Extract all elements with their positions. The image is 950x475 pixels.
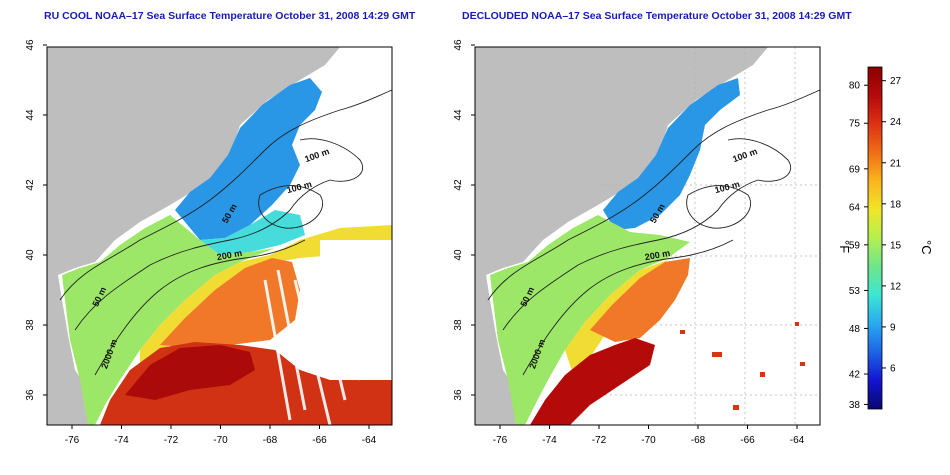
gulf-stream-core bbox=[125, 345, 255, 400]
fahrenheit-axis-label: °F bbox=[837, 240, 852, 253]
cloud-streaks bbox=[263, 259, 387, 425]
lat-tick-label: 44 bbox=[25, 109, 36, 121]
lat-tick-label: 44 bbox=[453, 109, 464, 121]
c-tick-label: 12 bbox=[890, 281, 902, 292]
warm-slope-water bbox=[590, 258, 690, 342]
right-map-title: DECLOUDED NOAA–17 Sea Surface Temperatur… bbox=[462, 10, 852, 22]
lon-tick-label: -74 bbox=[542, 435, 557, 446]
plot-frame bbox=[46, 46, 393, 426]
contour-label: 200 m bbox=[644, 248, 671, 262]
lat-tick-label: 38 bbox=[25, 319, 36, 331]
c-tick-label: 18 bbox=[890, 199, 902, 210]
f-tick-label: 69 bbox=[849, 164, 861, 175]
cloud-patch bbox=[320, 240, 392, 258]
celsius-axis-label: °C bbox=[919, 240, 934, 255]
shelf-water bbox=[62, 215, 275, 425]
lat-tick-label: 42 bbox=[25, 179, 36, 191]
left-axis-ticks: -76 -74 -72 -70 -68 -66 -64 36 38 40 42 44 46 bbox=[25, 39, 377, 446]
c-tick-label: 27 bbox=[890, 76, 902, 87]
colorbar-gradient bbox=[867, 66, 883, 410]
fahrenheit-ticks: 80 75 69 64 59 53 48 42 38 bbox=[849, 81, 868, 411]
gulf-of-maine-cold-water bbox=[175, 78, 322, 240]
gulf-of-maine-cold-water bbox=[603, 78, 740, 230]
c-tick-label: 21 bbox=[890, 158, 902, 169]
georges-bank-cyan bbox=[200, 210, 305, 255]
f-tick-label: 80 bbox=[849, 81, 861, 92]
bathymetry-contours bbox=[487, 89, 820, 376]
c-tick-label: 6 bbox=[890, 363, 896, 374]
f-tick-label: 59 bbox=[849, 240, 861, 251]
f-tick-label: 42 bbox=[849, 370, 861, 381]
bathymetry-contours bbox=[59, 89, 392, 376]
f-tick-label: 75 bbox=[849, 119, 861, 130]
lon-tick-label: -76 bbox=[493, 435, 508, 446]
slope-water-yellow bbox=[565, 260, 668, 380]
lon-tick-label: -72 bbox=[164, 435, 179, 446]
right-axis-ticks: -76 -74 -72 -70 -68 -66 -64 36 38 40 42 44 46 bbox=[453, 39, 805, 446]
c-tick-label: 15 bbox=[890, 240, 902, 251]
lon-tick-label: -72 bbox=[592, 435, 607, 446]
lat-tick-label: 36 bbox=[25, 389, 36, 401]
f-tick-label: 48 bbox=[849, 324, 861, 335]
plot-frame bbox=[474, 46, 821, 426]
lon-tick-label: -68 bbox=[263, 435, 278, 446]
f-tick-label: 64 bbox=[849, 202, 861, 213]
f-tick-label: 53 bbox=[849, 286, 861, 297]
celsius-ticks: 27 24 21 18 15 12 9 6 bbox=[882, 76, 902, 374]
contour-label: 200 m bbox=[216, 248, 243, 262]
lon-tick-label: -70 bbox=[213, 435, 228, 446]
shelf-water bbox=[490, 215, 690, 425]
lon-tick-label: -64 bbox=[790, 435, 805, 446]
lon-tick-label: -70 bbox=[641, 435, 656, 446]
lat-tick-label: 36 bbox=[453, 389, 464, 401]
lon-tick-label: -74 bbox=[114, 435, 129, 446]
lon-tick-label: -68 bbox=[691, 435, 706, 446]
lon-tick-label: -64 bbox=[362, 435, 377, 446]
c-tick-label: 24 bbox=[890, 117, 902, 128]
lat-tick-label: 42 bbox=[453, 179, 464, 191]
f-tick-label: 38 bbox=[849, 400, 861, 411]
lat-tick-label: 40 bbox=[453, 249, 464, 261]
left-map-title: RU COOL NOAA–17 Sea Surface Temperature … bbox=[44, 10, 416, 22]
lon-tick-label: -76 bbox=[65, 435, 80, 446]
temperature-colorbar: 80 75 69 64 59 53 48 42 38 27 24 21 18 15 12 9 6 °F °C bbox=[837, 66, 934, 411]
lat-tick-label: 38 bbox=[453, 319, 464, 331]
lon-tick-label: -66 bbox=[740, 435, 755, 446]
isolated-warm-pixels bbox=[680, 322, 805, 410]
lat-tick-label: 40 bbox=[25, 249, 36, 261]
lon-tick-label: -66 bbox=[312, 435, 327, 446]
c-tick-label: 9 bbox=[890, 322, 896, 333]
lat-tick-label: 46 bbox=[453, 39, 464, 51]
gulf-stream-red bbox=[530, 338, 655, 425]
lat-tick-label: 46 bbox=[25, 39, 36, 51]
